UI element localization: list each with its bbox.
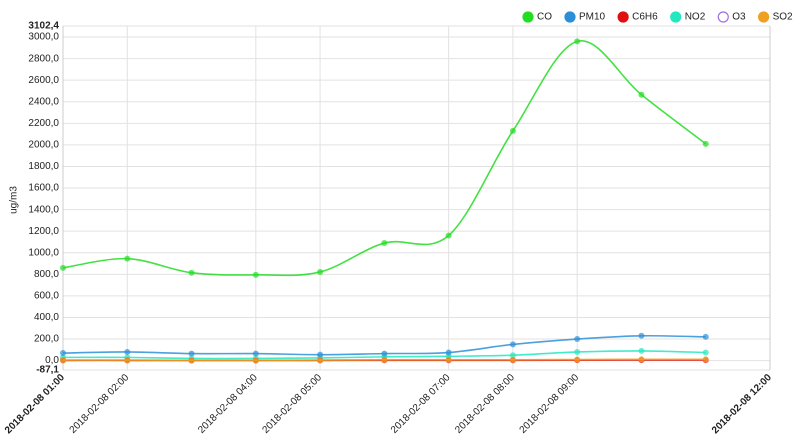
legend-item[interactable]: C6H6 [617, 11, 658, 23]
data-point [702, 140, 709, 147]
legend-marker [617, 11, 629, 23]
data-point [252, 271, 259, 278]
y-tick-label: 600,0 [34, 291, 59, 302]
legend-marker [758, 11, 770, 23]
data-point [317, 357, 324, 364]
y-tick-label: 2800,0 [28, 53, 59, 64]
legend-item[interactable]: SO2 [758, 11, 793, 23]
data-point [188, 357, 195, 364]
data-point [445, 349, 452, 356]
series-line [62, 40, 707, 277]
data-point [702, 349, 709, 356]
legend-label: NO2 [685, 12, 706, 23]
x-tick-label: 2018-02-08 02:00 [68, 372, 132, 436]
legend-marker [564, 11, 576, 23]
legend-item[interactable]: CO [522, 11, 552, 23]
y-tick-label: 1600,0 [28, 183, 59, 194]
data-point [509, 352, 516, 359]
y-limit-label: 3102,4 [28, 21, 59, 32]
data-point [574, 38, 581, 45]
data-point [638, 332, 645, 339]
legend-item[interactable]: O3 [717, 11, 746, 23]
data-point [638, 91, 645, 98]
data-point [124, 255, 131, 262]
data-point [509, 356, 516, 363]
x-limit-label: 2018-02-08 01:00 [3, 372, 67, 436]
data-point [60, 357, 66, 364]
legend-marker [522, 11, 534, 23]
data-point [509, 127, 516, 134]
y-tick-label: 400,0 [34, 312, 59, 323]
x-tick-label: 2018-02-08 09:00 [518, 372, 582, 436]
y-tick-label: 2000,0 [28, 140, 59, 151]
legend-item[interactable]: NO2 [670, 11, 706, 23]
y-tick-label: 3000,0 [28, 32, 59, 43]
x-tick-label: 2018-02-08 07:00 [389, 372, 453, 436]
legend-label: O3 [732, 12, 746, 23]
y-axis-label: ug/m3 [9, 186, 20, 214]
data-point [252, 357, 259, 364]
data-point [60, 264, 66, 271]
data-point [702, 333, 709, 340]
y-tick-label: 1000,0 [28, 247, 59, 258]
y-tick-label: 2600,0 [28, 75, 59, 86]
data-point [124, 357, 131, 364]
x-tick-label: 2018-02-08 04:00 [196, 372, 260, 436]
data-point [574, 348, 581, 355]
data-point [317, 351, 324, 358]
legend-label: SO2 [773, 12, 793, 23]
legend-marker [670, 11, 682, 23]
data-point [445, 356, 452, 363]
data-point [60, 350, 66, 357]
y-tick-label: 800,0 [34, 269, 59, 280]
data-point [124, 348, 131, 355]
y-tick-label: 1800,0 [28, 161, 59, 172]
data-point [188, 269, 195, 276]
legend-label: C6H6 [632, 12, 658, 23]
y-tick-label: 1200,0 [28, 226, 59, 237]
data-point [188, 350, 195, 357]
legend-label: PM10 [579, 12, 606, 23]
data-point [381, 350, 388, 357]
y-tick-label: 2200,0 [28, 118, 59, 129]
x-tick-label: 2018-02-08 08:00 [453, 372, 517, 436]
data-point [574, 356, 581, 363]
data-point [445, 232, 452, 239]
y-tick-label: 2400,0 [28, 96, 59, 107]
legend-marker [717, 11, 729, 23]
legend-item[interactable]: PM10 [564, 11, 606, 23]
data-point [702, 356, 709, 363]
data-point [638, 356, 645, 363]
data-point [381, 356, 388, 363]
x-tick-label: 2018-02-08 05:00 [260, 372, 324, 436]
data-point [252, 350, 259, 357]
data-point [381, 240, 388, 247]
data-point [509, 341, 516, 348]
y-tick-label: 1400,0 [28, 204, 59, 215]
y-tick-label: 200,0 [34, 334, 59, 345]
data-point [638, 347, 645, 354]
y-tick-label: 0,0 [45, 355, 59, 366]
data-point [317, 268, 324, 275]
legend-label: CO [537, 12, 552, 23]
data-point [574, 336, 581, 343]
x-limit-label: 2018-02-08 12:00 [710, 372, 774, 436]
y-limit-label: -87,1 [36, 365, 59, 376]
